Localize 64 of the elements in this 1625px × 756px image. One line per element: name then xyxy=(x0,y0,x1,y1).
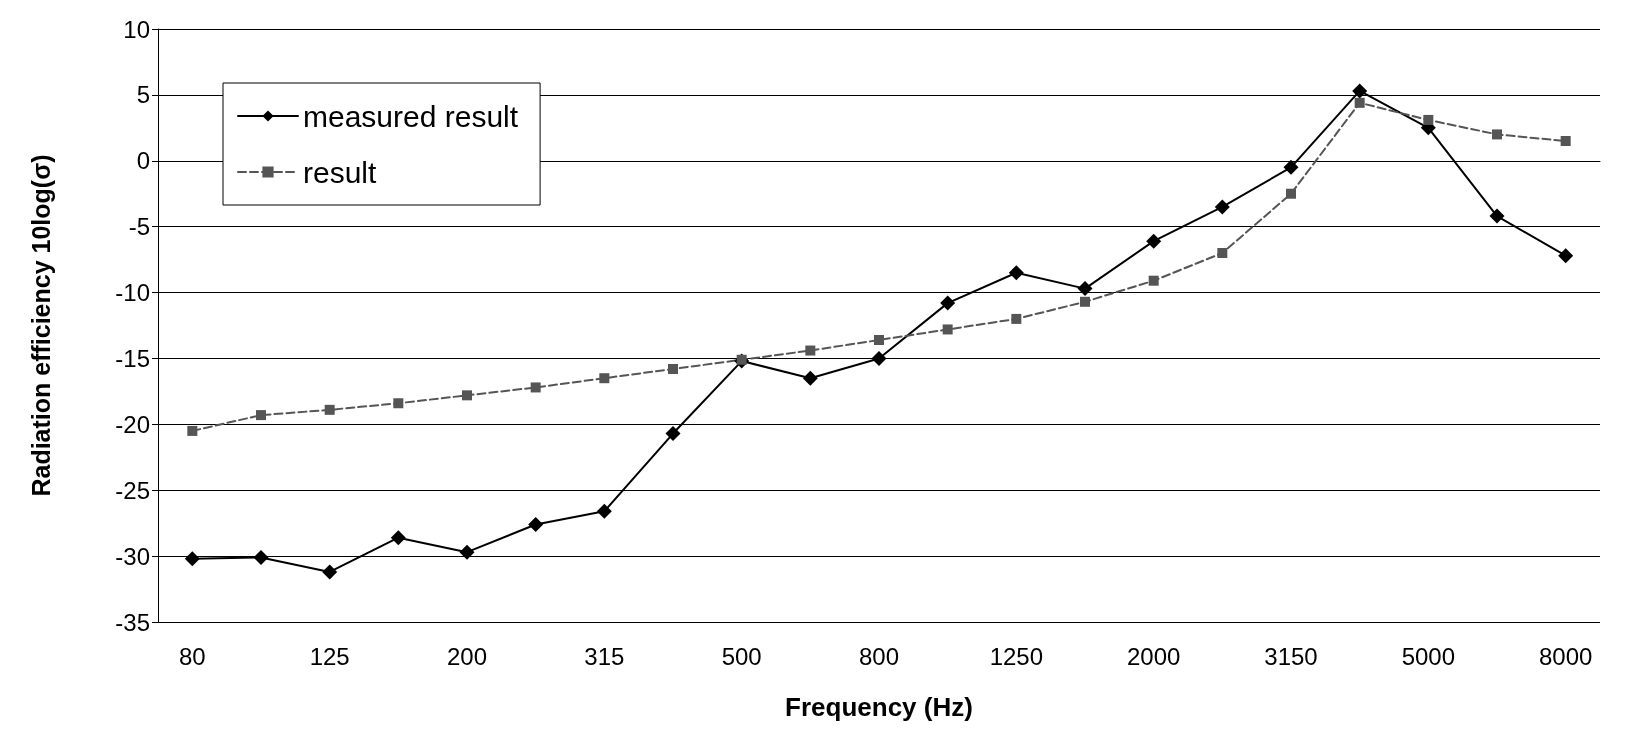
point xyxy=(1217,248,1228,259)
point xyxy=(805,345,816,356)
point xyxy=(596,503,612,519)
point xyxy=(390,530,406,546)
point xyxy=(1214,199,1230,215)
point xyxy=(1011,313,1022,324)
x-tick-label: 200 xyxy=(446,642,488,670)
point xyxy=(665,426,681,442)
y-axis-title: Radiation efficiency 10log(σ) xyxy=(26,154,55,497)
y-tick-label: -25 xyxy=(115,476,150,504)
point xyxy=(1283,159,1299,175)
point xyxy=(1352,83,1368,99)
point xyxy=(184,551,200,567)
x-tick-label: 1250 xyxy=(989,642,1044,670)
y-tick-label: 5 xyxy=(136,81,150,109)
point xyxy=(324,404,335,415)
x-tick-label: 5000 xyxy=(1401,642,1456,670)
point xyxy=(1008,265,1024,281)
point xyxy=(459,544,475,560)
point xyxy=(528,516,544,532)
y-tick-label: -15 xyxy=(115,344,150,372)
point xyxy=(1148,275,1159,286)
point xyxy=(256,410,266,421)
x-tick-label: 80 xyxy=(178,642,206,670)
x-tick-label: 500 xyxy=(721,642,762,670)
legend-label: measured result xyxy=(303,99,519,133)
point xyxy=(1286,188,1296,199)
point xyxy=(599,373,610,384)
point xyxy=(942,324,953,335)
point xyxy=(322,564,338,580)
x-tick-label: 8000 xyxy=(1538,642,1593,670)
point xyxy=(1489,208,1505,224)
point xyxy=(871,350,887,366)
x-axis-title: Frequency (Hz) xyxy=(785,692,973,722)
x-tick-label: 3150 xyxy=(1264,642,1318,670)
x-tick-label: 800 xyxy=(858,642,900,670)
point xyxy=(1558,248,1574,264)
point xyxy=(530,382,541,393)
y-tick-label: 10 xyxy=(123,15,150,43)
x-tick-label: 2000 xyxy=(1126,642,1181,670)
x-tick-label: 125 xyxy=(309,642,350,670)
point xyxy=(1146,233,1162,249)
y-tick-label: -5 xyxy=(128,213,150,241)
point xyxy=(462,390,472,401)
point xyxy=(802,370,818,386)
point xyxy=(874,335,884,345)
legend-label: result xyxy=(303,155,378,189)
point xyxy=(1080,296,1090,307)
x-tick-label: 315 xyxy=(584,642,625,670)
point xyxy=(1077,281,1093,297)
y-tick-label: -30 xyxy=(115,542,150,570)
point xyxy=(253,549,269,565)
y-tick-label: -35 xyxy=(115,608,150,636)
point xyxy=(1492,129,1502,140)
point xyxy=(393,398,404,409)
point xyxy=(187,425,198,436)
point xyxy=(1354,97,1365,108)
point xyxy=(940,295,956,311)
y-tick-label: -10 xyxy=(115,279,150,307)
point xyxy=(668,363,678,374)
point xyxy=(1423,114,1434,125)
point xyxy=(1560,136,1571,147)
y-tick-label: -20 xyxy=(115,410,150,438)
y-tick-label: 0 xyxy=(136,147,150,175)
